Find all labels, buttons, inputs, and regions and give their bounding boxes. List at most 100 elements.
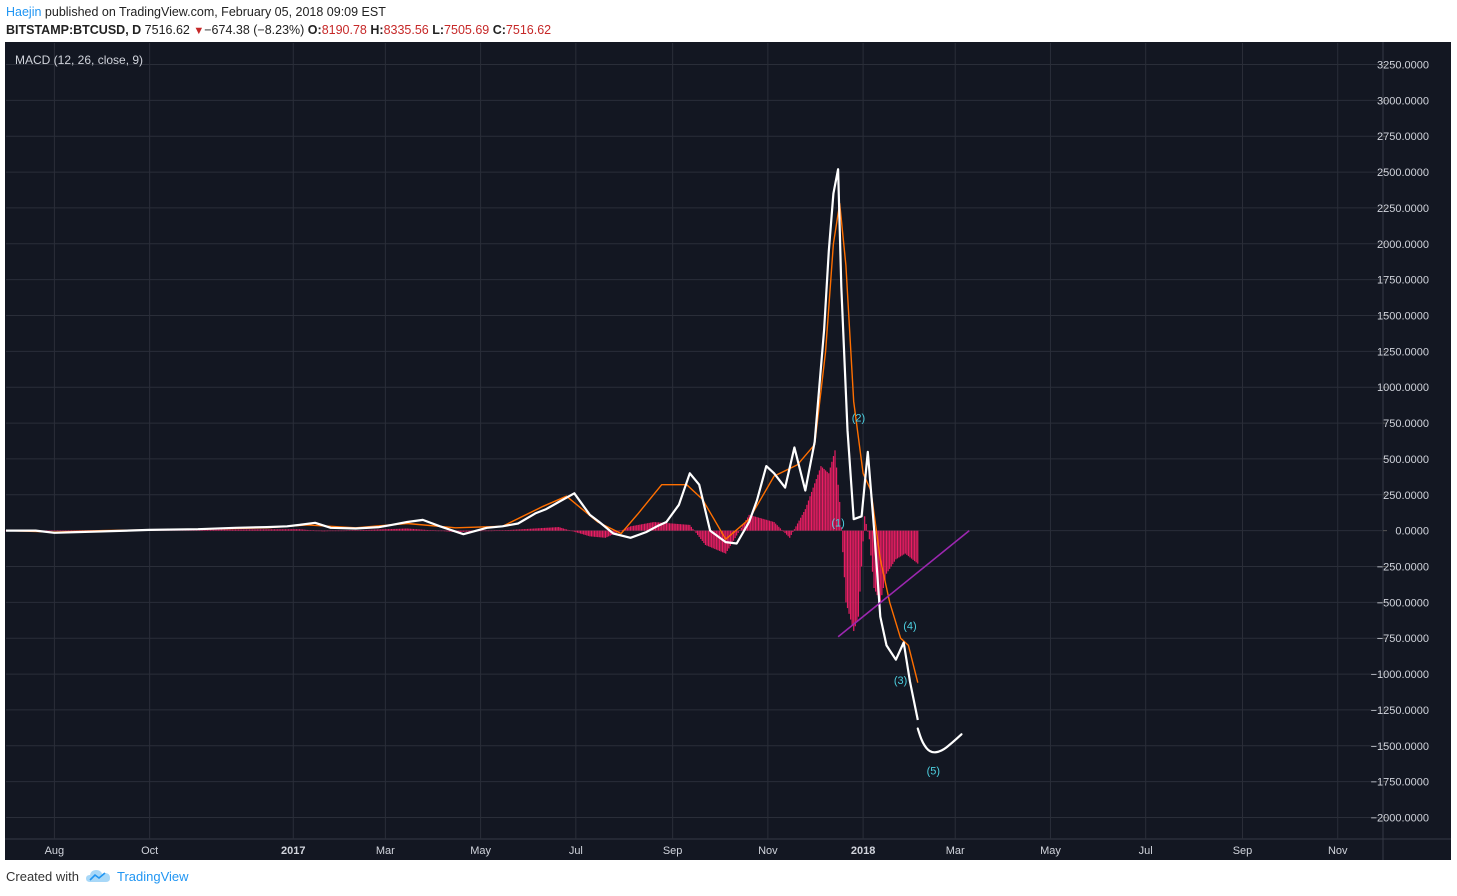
histogram-bar (629, 526, 632, 531)
histogram-bar (492, 530, 494, 532)
histogram-bar (336, 530, 338, 532)
histogram-bar (511, 529, 513, 531)
histogram-bar (417, 529, 419, 531)
footer: Created with TradingView (6, 868, 189, 884)
histogram-bar (729, 530, 732, 546)
histogram-bar (912, 530, 914, 560)
histogram-bar (252, 529, 254, 531)
macd-chart[interactable]: 3250.0000 3000.0000 2750.0000 2500.0000 2250… (5, 42, 1451, 860)
histogram-bar (567, 529, 569, 531)
histogram-bar (248, 529, 251, 531)
histogram-bar (540, 528, 543, 531)
symbol-label[interactable]: BITSTAMP:BTCUSD, D (6, 23, 142, 37)
y-tick-label: 500.0000 (1383, 454, 1429, 466)
histogram-bar (681, 524, 683, 531)
y-tick-label: −1500.0000 (1371, 741, 1429, 753)
histogram-bar (303, 529, 305, 531)
histogram-bar (442, 530, 444, 532)
histogram-bar (601, 530, 603, 538)
histogram-bar (608, 530, 610, 537)
histogram-bar (618, 530, 621, 532)
x-tick-label: Aug (45, 845, 65, 857)
histogram-bar (598, 530, 600, 538)
histogram-bar (820, 466, 822, 531)
histogram-bar (277, 529, 279, 531)
histogram-bar (269, 529, 271, 531)
histogram-bar (512, 529, 514, 531)
histogram-bar (737, 530, 739, 533)
histogram-bar (209, 529, 212, 531)
histogram-bar (405, 528, 407, 531)
histogram-bar (345, 530, 347, 532)
histogram-bar (878, 530, 880, 599)
histogram-bar (895, 530, 897, 560)
histogram-bar (829, 467, 831, 531)
histogram-bar (815, 479, 817, 531)
histogram-bar (550, 527, 552, 531)
y-tick-label: 1250.0000 (1377, 346, 1429, 358)
histogram-bar (272, 529, 274, 531)
open-label: O: (307, 23, 322, 37)
histogram-bar (558, 527, 560, 531)
histogram-bar (584, 530, 586, 535)
histogram-bar (222, 529, 224, 531)
histogram-bar (881, 530, 883, 596)
histogram-bar (818, 470, 820, 531)
histogram-bar (717, 530, 719, 551)
y-tick-label: −1750.0000 (1371, 777, 1429, 789)
histogram-bar (247, 529, 249, 531)
histogram-bar (370, 529, 372, 531)
x-tick-label: Sep (663, 845, 683, 857)
x-tick-label: 2018 (851, 845, 875, 857)
histogram-bar (412, 528, 415, 531)
y-tick-label: 3000.0000 (1377, 95, 1429, 107)
y-tick-label: −1250.0000 (1371, 705, 1429, 717)
histogram-bar (437, 530, 440, 532)
histogram-bar (431, 530, 433, 531)
histogram-bar (687, 524, 689, 531)
author-link[interactable]: Haejin (6, 5, 42, 19)
histogram-bar (882, 530, 885, 589)
histogram-bar (436, 530, 438, 532)
histogram-bar (893, 530, 895, 562)
histogram-bar (227, 529, 229, 531)
histogram-bar (732, 530, 735, 541)
histogram-bar (430, 530, 432, 531)
x-tick-label: Nov (1328, 845, 1348, 857)
histogram-bar (425, 529, 427, 531)
histogram-bar (72, 530, 74, 531)
chart-panel[interactable]: 3250.0000 3000.0000 2750.0000 2500.0000 2250… (5, 42, 1451, 860)
histogram-bar (751, 515, 753, 531)
histogram-bar (651, 522, 653, 531)
histogram-bar (389, 529, 391, 531)
histogram-bar (899, 530, 902, 557)
histogram-bar (394, 528, 396, 531)
histogram-bar (534, 528, 536, 531)
histogram-bar (49, 530, 51, 531)
y-tick-label: 1500.0000 (1377, 311, 1429, 323)
histogram-bar (467, 530, 469, 532)
y-tick-label: −500.0000 (1377, 597, 1429, 609)
histogram-bar (806, 504, 808, 531)
histogram-bar (258, 529, 260, 531)
histogram-bar (364, 529, 366, 531)
histogram-bar (734, 530, 736, 539)
histogram-bar (422, 529, 424, 531)
histogram-bar (884, 530, 886, 581)
x-tick-label: Jul (1139, 845, 1153, 857)
histogram-bar (409, 528, 411, 531)
histogram-bar (771, 521, 774, 531)
histogram-bar (817, 474, 819, 531)
histogram-bar (447, 530, 449, 532)
histogram-bar (80, 530, 82, 531)
histogram-bar (643, 523, 646, 531)
histogram-bar (581, 530, 583, 535)
created-with-text: Created with (6, 868, 79, 884)
histogram-bar (330, 530, 332, 532)
histogram-bar (280, 529, 282, 531)
tradingview-brand-link[interactable]: TradingView (116, 868, 189, 884)
histogram-bar (53, 530, 55, 531)
histogram-bar (67, 530, 70, 531)
wave-label: (2) (852, 413, 865, 425)
histogram-bar (231, 529, 233, 531)
